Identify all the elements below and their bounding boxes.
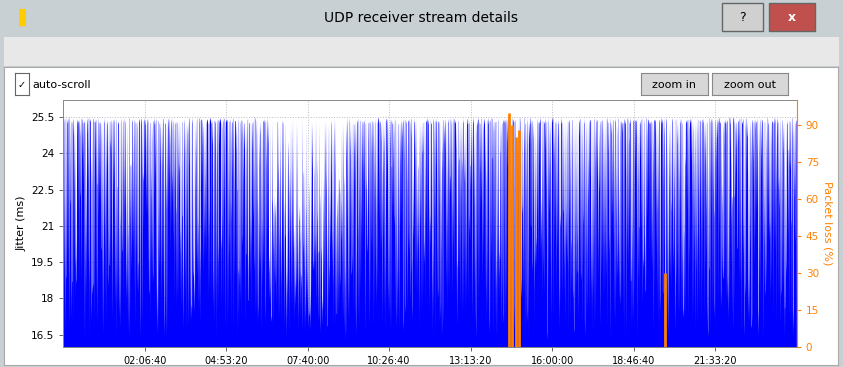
Text: zoom in: zoom in <box>652 80 696 90</box>
FancyBboxPatch shape <box>769 3 815 32</box>
Text: ▐: ▐ <box>12 8 25 26</box>
Text: ?: ? <box>739 11 746 23</box>
Text: ✓: ✓ <box>18 80 26 90</box>
FancyBboxPatch shape <box>722 3 763 32</box>
Text: UDP receiver stream details: UDP receiver stream details <box>325 11 518 25</box>
Text: x: x <box>787 11 796 23</box>
Text: Chart view: Chart view <box>88 47 148 57</box>
Y-axis label: Jitter (ms): Jitter (ms) <box>17 196 27 251</box>
Y-axis label: Packet loss (%): Packet loss (%) <box>823 181 833 266</box>
Text: Table view: Table view <box>13 47 72 57</box>
Text: auto-scroll: auto-scroll <box>32 80 91 90</box>
Text: zoom out: zoom out <box>724 80 776 90</box>
